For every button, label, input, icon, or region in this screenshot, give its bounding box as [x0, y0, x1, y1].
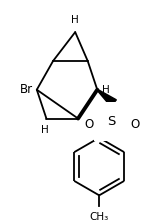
Text: H: H: [41, 125, 48, 135]
Polygon shape: [97, 89, 116, 106]
Text: O: O: [84, 118, 93, 131]
Text: Br: Br: [20, 83, 33, 96]
Text: O: O: [130, 118, 139, 131]
Text: CH₃: CH₃: [90, 212, 109, 222]
Text: O: O: [117, 101, 127, 114]
Text: H: H: [71, 15, 79, 25]
Text: H: H: [102, 85, 110, 95]
Text: S: S: [108, 115, 116, 128]
